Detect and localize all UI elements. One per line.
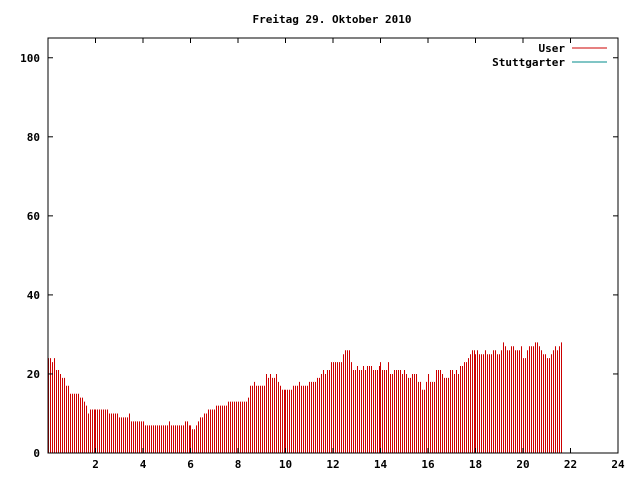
plot-frame <box>47 37 619 454</box>
x-tick-label: 16 <box>421 458 435 471</box>
x-tick-label: 24 <box>611 458 625 471</box>
x-tick-label: 6 <box>187 458 194 471</box>
y-tick-label: 60 <box>27 210 40 223</box>
x-tick-label: 20 <box>516 458 529 471</box>
x-tick-label: 2 <box>92 458 99 471</box>
x-tick-label: 8 <box>235 458 242 471</box>
y-axis: 0 20 40 60 80 100 <box>20 52 618 460</box>
x-tick-label: 18 <box>469 458 482 471</box>
y-tick-label: 0 <box>33 447 40 460</box>
x-tick-label: 4 <box>140 458 147 471</box>
x-tick-label: 12 <box>326 458 339 471</box>
legend: User Stuttgarter <box>492 42 607 69</box>
x-tick-label: 22 <box>564 458 577 471</box>
y-tick-label: 20 <box>27 368 40 381</box>
x-tick-label: 10 <box>279 458 292 471</box>
user-bars <box>48 342 562 453</box>
legend-label-user: User <box>539 42 566 55</box>
x-tick-label: 14 <box>374 458 388 471</box>
y-tick-label: 80 <box>27 131 40 144</box>
y-tick-label: 40 <box>27 289 40 302</box>
chart-title: Freitag 29. Oktober 2010 <box>253 13 412 26</box>
legend-label-stuttgarter: Stuttgarter <box>492 56 565 69</box>
x-axis: 2 4 6 8 10 12 14 16 18 20 22 24 <box>92 38 625 471</box>
y-tick-label: 100 <box>20 52 40 65</box>
